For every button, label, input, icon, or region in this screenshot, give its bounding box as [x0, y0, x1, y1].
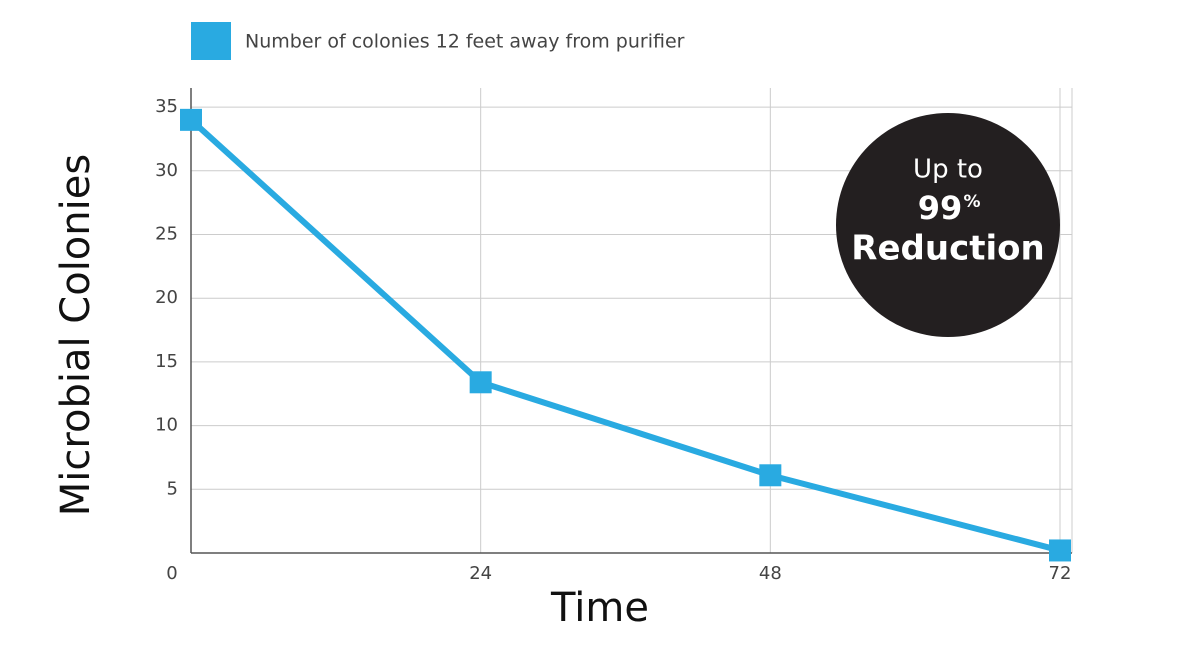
- y-tick-label: 30: [155, 160, 178, 181]
- y-axis-label: Microbial Colonies: [53, 154, 99, 516]
- data-point: [469, 371, 492, 394]
- y-tick-label: 10: [155, 415, 178, 436]
- badge-value: 99: [918, 189, 963, 227]
- data-point: [180, 108, 202, 131]
- badge-text: Up to: [913, 155, 983, 185]
- y-tick-label: 20: [155, 287, 178, 308]
- x-axis-label: Time: [550, 585, 649, 631]
- y-tick-label: 35: [155, 96, 178, 117]
- y-tick-label: 15: [155, 351, 178, 372]
- legend-label: Number of colonies 12 feet away from pur…: [245, 31, 685, 53]
- data-point: [759, 464, 782, 487]
- badge-unit: %: [963, 192, 980, 212]
- x-tick-label: 48: [759, 563, 782, 584]
- badge: Up to 99 % Reduction: [836, 113, 1060, 337]
- data-line: [188, 117, 1061, 554]
- y-tick-label: 25: [155, 224, 178, 245]
- x-tick-label: 0: [166, 563, 177, 584]
- x-tick-label: 72: [1049, 563, 1072, 584]
- legend-swatch: [191, 22, 231, 60]
- data-point: [1049, 539, 1071, 562]
- x-tick-label: 24: [469, 563, 492, 584]
- badge-text: Reduction: [851, 229, 1044, 269]
- badge-circle: [836, 113, 1060, 337]
- y-tick-label: 5: [167, 478, 178, 499]
